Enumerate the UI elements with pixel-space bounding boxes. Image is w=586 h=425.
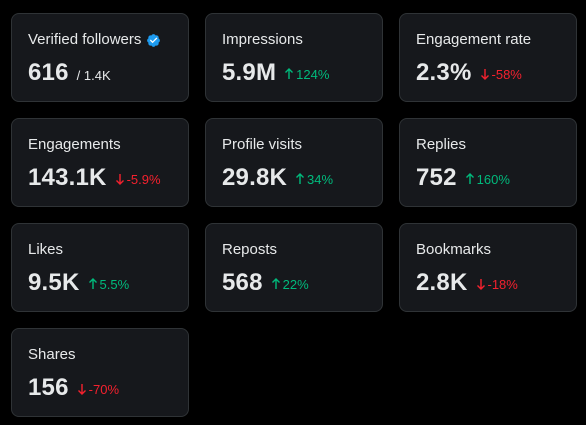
metric-delta: -18% xyxy=(476,277,518,292)
metric-card-bookmarks[interactable]: Bookmarks 2.8K -18% xyxy=(399,223,577,312)
metric-value: 2.3% xyxy=(416,59,472,86)
metric-card-replies[interactable]: Replies 752 160% xyxy=(399,118,577,207)
metric-delta-value: -18% xyxy=(487,276,518,292)
metric-value-row: 752 160% xyxy=(416,163,510,193)
metric-card-shares[interactable]: Shares 156 -70% xyxy=(11,328,189,417)
metric-value: 568 xyxy=(222,269,263,296)
metric-delta-value: -58% xyxy=(491,66,522,82)
metric-card-engagement-rate[interactable]: Engagement rate 2.3% -58% xyxy=(399,13,577,102)
metric-value: 143.1K xyxy=(28,164,107,191)
metric-delta-value: 22% xyxy=(282,276,309,292)
metric-delta-value: 5.5% xyxy=(99,276,130,292)
arrow-up-icon xyxy=(88,278,97,289)
metric-delta-value: -70% xyxy=(88,381,120,397)
metric-delta: 22% xyxy=(271,277,309,292)
metric-label: Reposts xyxy=(222,241,278,258)
metric-value: 9.5K xyxy=(28,269,80,296)
metric-delta: 5.5% xyxy=(88,276,130,292)
arrow-up-icon xyxy=(271,278,280,289)
metric-label: Bookmarks xyxy=(416,241,492,258)
arrow-down-icon xyxy=(480,69,489,80)
arrow-down-icon xyxy=(77,384,86,395)
arrow-down-icon xyxy=(115,174,124,185)
metric-delta-value: 124% xyxy=(296,66,330,82)
metric-label: Engagement rate xyxy=(416,31,532,48)
metric-value-row: 29.8K 34% xyxy=(222,163,333,193)
metric-value-row: 156 -70% xyxy=(28,373,119,403)
verified-badge-icon xyxy=(147,33,161,47)
metric-label: Engagements xyxy=(28,136,121,153)
metric-value-row: 2.8K -18% xyxy=(416,268,518,298)
arrow-up-icon xyxy=(465,173,474,184)
metric-value-row: 2.3% -58% xyxy=(416,58,522,88)
metric-label: Shares xyxy=(28,346,76,363)
metric-label-row: Verified followers xyxy=(28,30,161,50)
arrow-down-icon xyxy=(476,279,485,290)
metric-total: / 1.4K xyxy=(76,68,111,83)
metric-value: 5.9M xyxy=(222,59,277,86)
metric-delta-value: 160% xyxy=(476,171,510,187)
metric-card-profile-visits[interactable]: Profile visits 29.8K 34% xyxy=(205,118,383,207)
metric-delta: 34% xyxy=(295,172,333,187)
metric-delta: 124% xyxy=(284,67,329,82)
metric-value-row: 568 22% xyxy=(222,268,309,298)
metric-delta: -5.9% xyxy=(115,172,161,187)
metric-card-reposts[interactable]: Reposts 568 22% xyxy=(205,223,383,312)
metric-label: Impressions xyxy=(222,31,303,48)
metric-label: Verified followers xyxy=(28,31,142,48)
metric-value-row: 5.9M 124% xyxy=(222,58,329,88)
metric-value: 616 xyxy=(28,59,69,86)
metric-value: 29.8K xyxy=(222,164,288,191)
metric-delta-value: 34% xyxy=(307,171,334,187)
metric-delta: -58% xyxy=(480,67,522,82)
arrow-up-icon xyxy=(285,68,294,79)
metric-value: 156 xyxy=(28,374,69,401)
metric-value: 752 xyxy=(416,164,457,191)
metric-label: Profile visits xyxy=(222,136,303,153)
metric-card-impressions[interactable]: Impressions 5.9M 124% xyxy=(205,13,383,102)
metrics-grid: Verified followers 616 / 1.4K Impression… xyxy=(11,13,577,417)
metric-value: 2.8K xyxy=(416,269,468,296)
metric-value-row: 616 / 1.4K xyxy=(28,58,111,88)
metric-card-engagements[interactable]: Engagements 143.1K -5.9% xyxy=(11,118,189,207)
metric-card-likes[interactable]: Likes 9.5K 5.5% xyxy=(11,223,189,312)
metric-value-row: 143.1K -5.9% xyxy=(28,163,161,193)
metric-value-row: 9.5K 5.5% xyxy=(28,268,129,298)
metric-delta: -70% xyxy=(77,382,119,397)
metric-delta: 160% xyxy=(465,172,510,187)
arrow-up-icon xyxy=(296,173,305,184)
metric-card-verified-followers[interactable]: Verified followers 616 / 1.4K xyxy=(11,13,189,102)
metric-label: Replies xyxy=(416,136,467,153)
metric-delta-value: -5.9% xyxy=(126,171,161,187)
metric-label: Likes xyxy=(28,241,64,258)
